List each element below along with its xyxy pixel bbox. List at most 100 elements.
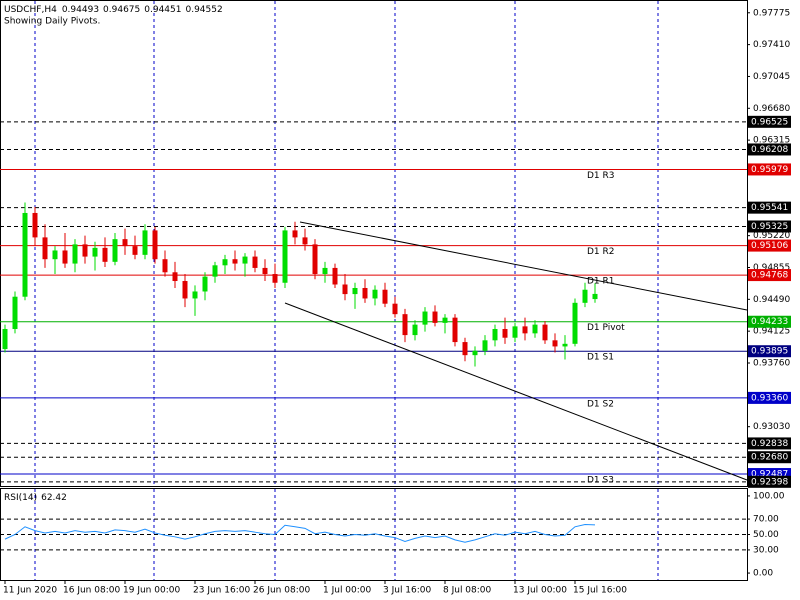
candle-body <box>442 317 448 323</box>
candle-body <box>312 244 318 275</box>
x-tick-label: 16 Jun 08:00 <box>63 586 120 596</box>
rsi-line <box>4 523 596 543</box>
candle-body <box>452 317 458 343</box>
level-price-box <box>748 163 791 176</box>
close-value: 0.94552 <box>185 5 222 15</box>
x-tick-label: 23 Jun 16:00 <box>193 586 250 596</box>
candle-body <box>12 296 18 329</box>
candle-body <box>262 267 268 275</box>
candle-body <box>532 324 538 334</box>
rsi-y-tick-label: 30.00 <box>753 545 779 555</box>
y-tick-label: 0.93030 <box>753 422 790 432</box>
rsi-header: RSI(14) 62.42 <box>4 493 67 503</box>
y-tick-label: 0.97775 <box>753 8 790 18</box>
level-price-box <box>748 451 791 464</box>
candle-body <box>232 259 238 264</box>
y-tick-label: 0.96680 <box>753 104 790 114</box>
low-value: 0.94451 <box>144 5 181 15</box>
candle-body <box>202 276 208 292</box>
level-price-label: 0.92680 <box>751 453 788 463</box>
candle-body <box>22 212 28 297</box>
trend-line <box>284 302 748 481</box>
candle-body <box>82 244 88 257</box>
y-tick-label: 0.94490 <box>753 295 790 305</box>
candle-body <box>182 281 188 299</box>
y-tick-label: 0.93760 <box>753 359 790 369</box>
level-price-label: 0.92398 <box>751 477 788 487</box>
candle-body <box>142 230 148 255</box>
candle-body <box>52 250 58 260</box>
x-tick-label: 13 Jul 00:00 <box>513 586 567 596</box>
level-name: D1 S3 <box>587 476 614 486</box>
candle-body <box>522 326 528 334</box>
y-tick-label: 0.95220 <box>753 231 790 241</box>
candle-body <box>192 291 198 299</box>
candle-body <box>582 289 588 303</box>
level-price-label: 0.95979 <box>751 165 788 175</box>
candle-body <box>92 247 98 257</box>
chart-header: USDCHF,H4 0.94493 0.94675 0.94451 0.94552 <box>4 5 223 15</box>
candle-body <box>222 259 228 266</box>
candle-body <box>292 230 298 238</box>
y-tick-label: 0.96315 <box>753 136 790 146</box>
level-price-box <box>748 220 791 233</box>
candle-body <box>482 340 488 351</box>
candle-body <box>372 289 378 299</box>
y-tick-label: 0.94125 <box>753 327 790 337</box>
candle-body <box>462 342 468 356</box>
candle-body <box>112 239 118 262</box>
x-tick-label: 3 Jul 16:00 <box>383 586 432 596</box>
candle-body <box>542 324 548 341</box>
level-price-box <box>748 437 791 450</box>
level-price-label: 0.93895 <box>751 347 788 357</box>
candle-body <box>392 303 398 315</box>
level-name: D1 R3 <box>587 171 615 181</box>
candle-body <box>212 265 218 277</box>
level-price-box <box>748 475 791 488</box>
candle-body <box>422 311 428 325</box>
rsi-label: RSI(14) <box>4 493 37 503</box>
x-tick-label: 8 Jul 08:00 <box>443 586 492 596</box>
level-price-box <box>748 143 791 156</box>
level-price-box <box>748 269 791 282</box>
level-price-label: 0.92838 <box>751 439 788 449</box>
candle-body <box>352 287 358 295</box>
candle-body <box>472 350 478 356</box>
rsi-y-tick-label: 0.00 <box>753 569 773 579</box>
level-name: D1 S1 <box>587 353 614 363</box>
x-tick-label: 1 Jul 00:00 <box>323 586 372 596</box>
candle-body <box>42 237 48 260</box>
x-tick-label: 11 Jun 2020 <box>3 586 57 596</box>
candle-body <box>32 212 38 238</box>
level-price-box <box>748 315 791 328</box>
candle-body <box>272 274 278 283</box>
candle-body <box>342 284 348 295</box>
y-tick-label: 0.97045 <box>753 72 790 82</box>
candle-body <box>572 302 578 344</box>
candle-body <box>122 239 128 247</box>
candle-body <box>592 293 598 300</box>
trend-line <box>299 221 748 311</box>
candle-body <box>242 256 248 264</box>
level-price-box <box>748 345 791 358</box>
candle-body <box>322 267 328 275</box>
symbol: USDCHF,H4 <box>4 5 57 15</box>
level-name: D1 R2 <box>587 247 615 257</box>
level-price-label: 0.96525 <box>751 117 788 127</box>
candle-body <box>62 250 68 264</box>
candle-body <box>132 246 138 255</box>
rsi-y-tick-label: 50.00 <box>753 530 779 540</box>
y-tick-label: 0.97410 <box>753 40 790 50</box>
candle-body <box>382 289 388 304</box>
candle-body <box>252 256 258 268</box>
level-price-label: 0.95325 <box>751 222 788 232</box>
level-price-box <box>748 115 791 128</box>
candle-body <box>102 247 108 262</box>
level-price-box <box>748 201 791 214</box>
candle-body <box>362 287 368 299</box>
candle-body <box>552 340 558 347</box>
high-value: 0.94675 <box>103 5 140 15</box>
level-price-box <box>748 391 791 404</box>
level-name: D1 S2 <box>587 399 614 409</box>
